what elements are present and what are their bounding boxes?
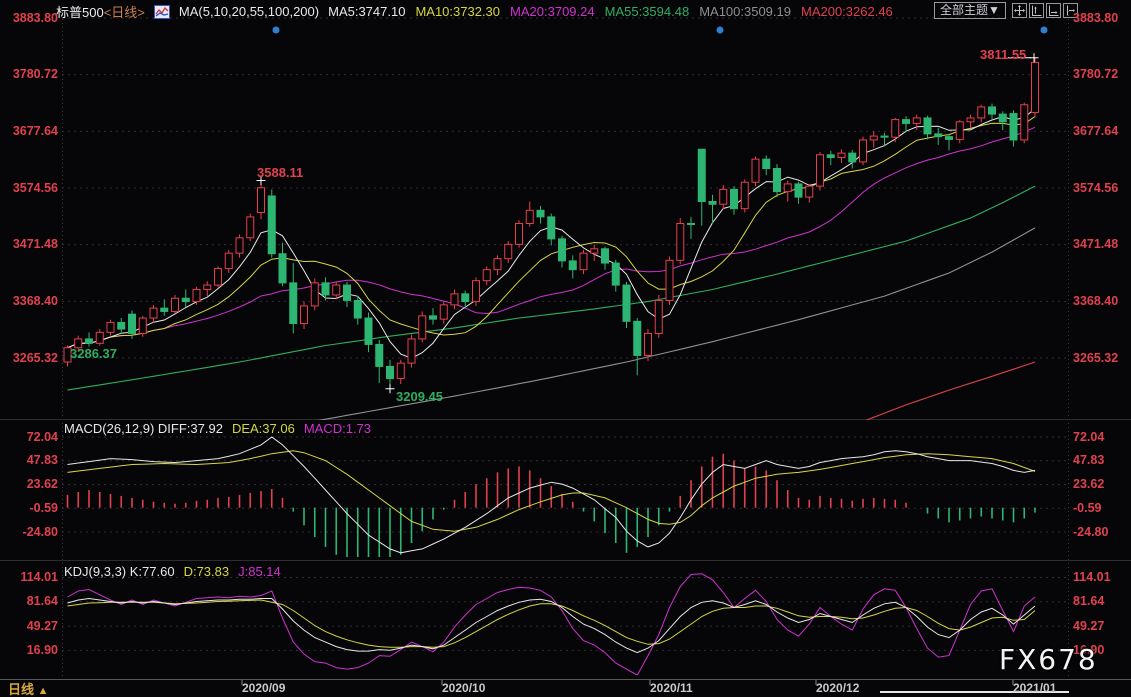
d-line xyxy=(67,599,1036,648)
price-axis-label-right: 72.04 xyxy=(1073,429,1105,444)
macd-panel xyxy=(66,436,1036,557)
fit-horizontal-icon xyxy=(1049,5,1059,16)
price-axis-label-left: 16.90 xyxy=(26,642,58,657)
j-line xyxy=(67,573,1036,675)
event-marker-dot[interactable] xyxy=(1040,26,1048,34)
shift-right-button[interactable] xyxy=(1063,3,1078,18)
pan-tool-button[interactable] xyxy=(1012,3,1027,18)
main-price-panel xyxy=(63,57,1039,420)
indicator-value-readout: J:85.14 xyxy=(238,564,281,579)
price-axis-label-right: 3677.64 xyxy=(1073,123,1119,138)
price-axis-label-right: 3780.72 xyxy=(1073,67,1119,82)
price-axis-label-right: 3883.80 xyxy=(1073,10,1119,25)
ma-value-readout: MA10:3732.30 xyxy=(415,4,501,19)
ma55-line xyxy=(67,185,1036,391)
fit-vertical-icon xyxy=(1032,5,1042,16)
x-axis-label: 2020/12 xyxy=(816,681,860,695)
ma-values-readout: MA5:3747.10 MA10:3732.30 MA20:3709.24 MA55:… xyxy=(328,4,893,19)
ma-value-readout: MA20:3709.24 xyxy=(510,4,595,19)
indicator-value-readout: D:73.83 xyxy=(183,564,230,579)
watermark: FX678 xyxy=(999,643,1098,676)
price-annotation: 3811.55 xyxy=(980,47,1027,62)
price-axis-label-right: 3471.48 xyxy=(1073,237,1119,252)
price-annotation: 3209.45 xyxy=(396,389,443,404)
diff-line xyxy=(67,436,1036,554)
main-chart-header: 标普500<日线> MA(5,10,20,55,100,200) MA5:374… xyxy=(56,2,893,21)
price-axis-label-right: 114.01 xyxy=(1073,570,1111,584)
triangle-up-icon: ▲ xyxy=(37,685,49,697)
price-annotation: 3588.11 xyxy=(257,165,304,180)
ma-value-readout: MA55:3594.48 xyxy=(604,4,690,19)
price-axis-label-left: 23.62 xyxy=(26,477,58,491)
kdj-panel xyxy=(67,573,1036,675)
ma10-line xyxy=(67,116,1036,349)
macd-header: MACD(26,12,9) DIFF:37.92 DEA:37.06 MACD:1.… xyxy=(64,421,371,436)
price-axis-label-right: 49.27 xyxy=(1073,618,1105,633)
candlestick-series xyxy=(63,57,1039,389)
ma-value-readout: MA5:3747.10 xyxy=(328,4,406,19)
price-axis-label-right: 3368.40 xyxy=(1073,293,1119,308)
price-axis-label-left: -24.80 xyxy=(22,524,58,539)
indicator-value-readout: MACD(26,12,9) DIFF:37.92 xyxy=(64,421,223,436)
indicator-value-readout: KDJ(9,3,3) K:77.60 xyxy=(64,564,175,579)
dea-line xyxy=(67,450,1036,532)
price-axis-label-right: 81.64 xyxy=(1073,594,1105,609)
ma100-line xyxy=(317,227,1036,420)
fit-horizontal-button[interactable] xyxy=(1046,3,1061,18)
period-tag: <日线> xyxy=(103,5,145,20)
kdj-header: KDJ(9,3,3) K:77.60 D:73.83 J:85.14 xyxy=(64,564,281,579)
price-axis-label-right: 23.62 xyxy=(1073,477,1105,491)
price-axis-label-left: 3574.56 xyxy=(12,180,58,195)
period-indicator[interactable]: 日线 ▲ xyxy=(8,679,49,697)
price-axis-label-left: 3368.40 xyxy=(12,293,58,308)
price-annotation: 3286.37 xyxy=(70,346,117,361)
price-axis-label-left: 81.64 xyxy=(26,594,58,609)
theme-selector-button[interactable]: 全部主题▼ xyxy=(934,2,1006,19)
x-axis-label: 2020/09 xyxy=(242,681,286,695)
x-axis-label: 2020/11 xyxy=(650,681,693,695)
indicator-value-readout: MACD:1.73 xyxy=(303,421,372,436)
fit-vertical-button[interactable] xyxy=(1029,3,1044,18)
price-axis-label-left: 3883.80 xyxy=(12,10,58,25)
event-marker-dot[interactable] xyxy=(716,26,724,34)
pan-icon xyxy=(1014,5,1025,16)
x-axis-label: 2020/10 xyxy=(442,681,486,695)
price-axis-label-left: 3677.64 xyxy=(12,123,58,138)
x-axis-label: 2021/01 xyxy=(1013,681,1057,695)
price-axis-label-left: 3780.72 xyxy=(12,67,58,82)
extreme-cross-marker xyxy=(256,176,266,185)
ma20-line xyxy=(67,126,1036,349)
price-axis-label-left: 114.01 xyxy=(20,570,58,584)
price-axis-label-right: -0.59 xyxy=(1073,500,1102,515)
ma-value-readout: MA200:3262.46 xyxy=(800,4,893,19)
k-line xyxy=(67,597,1036,654)
period-indicator-label: 日线 xyxy=(8,682,35,697)
price-axis-label-right: 16.90 xyxy=(1073,642,1105,657)
price-axis-label-right: 3265.32 xyxy=(1073,350,1119,365)
price-axis-label-left: 3471.48 xyxy=(12,237,58,252)
ma200-line xyxy=(865,361,1036,420)
price-axis-label-left: -0.59 xyxy=(29,500,59,515)
price-axis-label-right: -24.80 xyxy=(1073,524,1109,539)
symbol-name: 标普500 xyxy=(56,5,104,20)
mini-chart-icon[interactable] xyxy=(153,4,170,19)
price-axis-label-right: 47.83 xyxy=(1073,453,1105,468)
price-axis-label-left: 3265.32 xyxy=(12,350,58,365)
price-axis-label-left: 72.04 xyxy=(26,429,58,444)
extreme-cross-marker xyxy=(385,384,395,394)
symbol-title: 标普500<日线> xyxy=(56,2,145,21)
ma-value-readout: MA100:3509.19 xyxy=(699,4,791,19)
shift-right-icon xyxy=(1067,5,1075,16)
price-axis-label-left: 49.27 xyxy=(26,618,58,633)
event-marker-dot[interactable] xyxy=(272,26,280,34)
indicator-value-readout: DEA:37.06 xyxy=(231,421,295,436)
ma-settings-label: MA(5,10,20,55,100,200) xyxy=(178,4,320,19)
price-axis-label-right: 3574.56 xyxy=(1073,180,1119,195)
price-axis-label-left: 47.83 xyxy=(26,453,58,468)
